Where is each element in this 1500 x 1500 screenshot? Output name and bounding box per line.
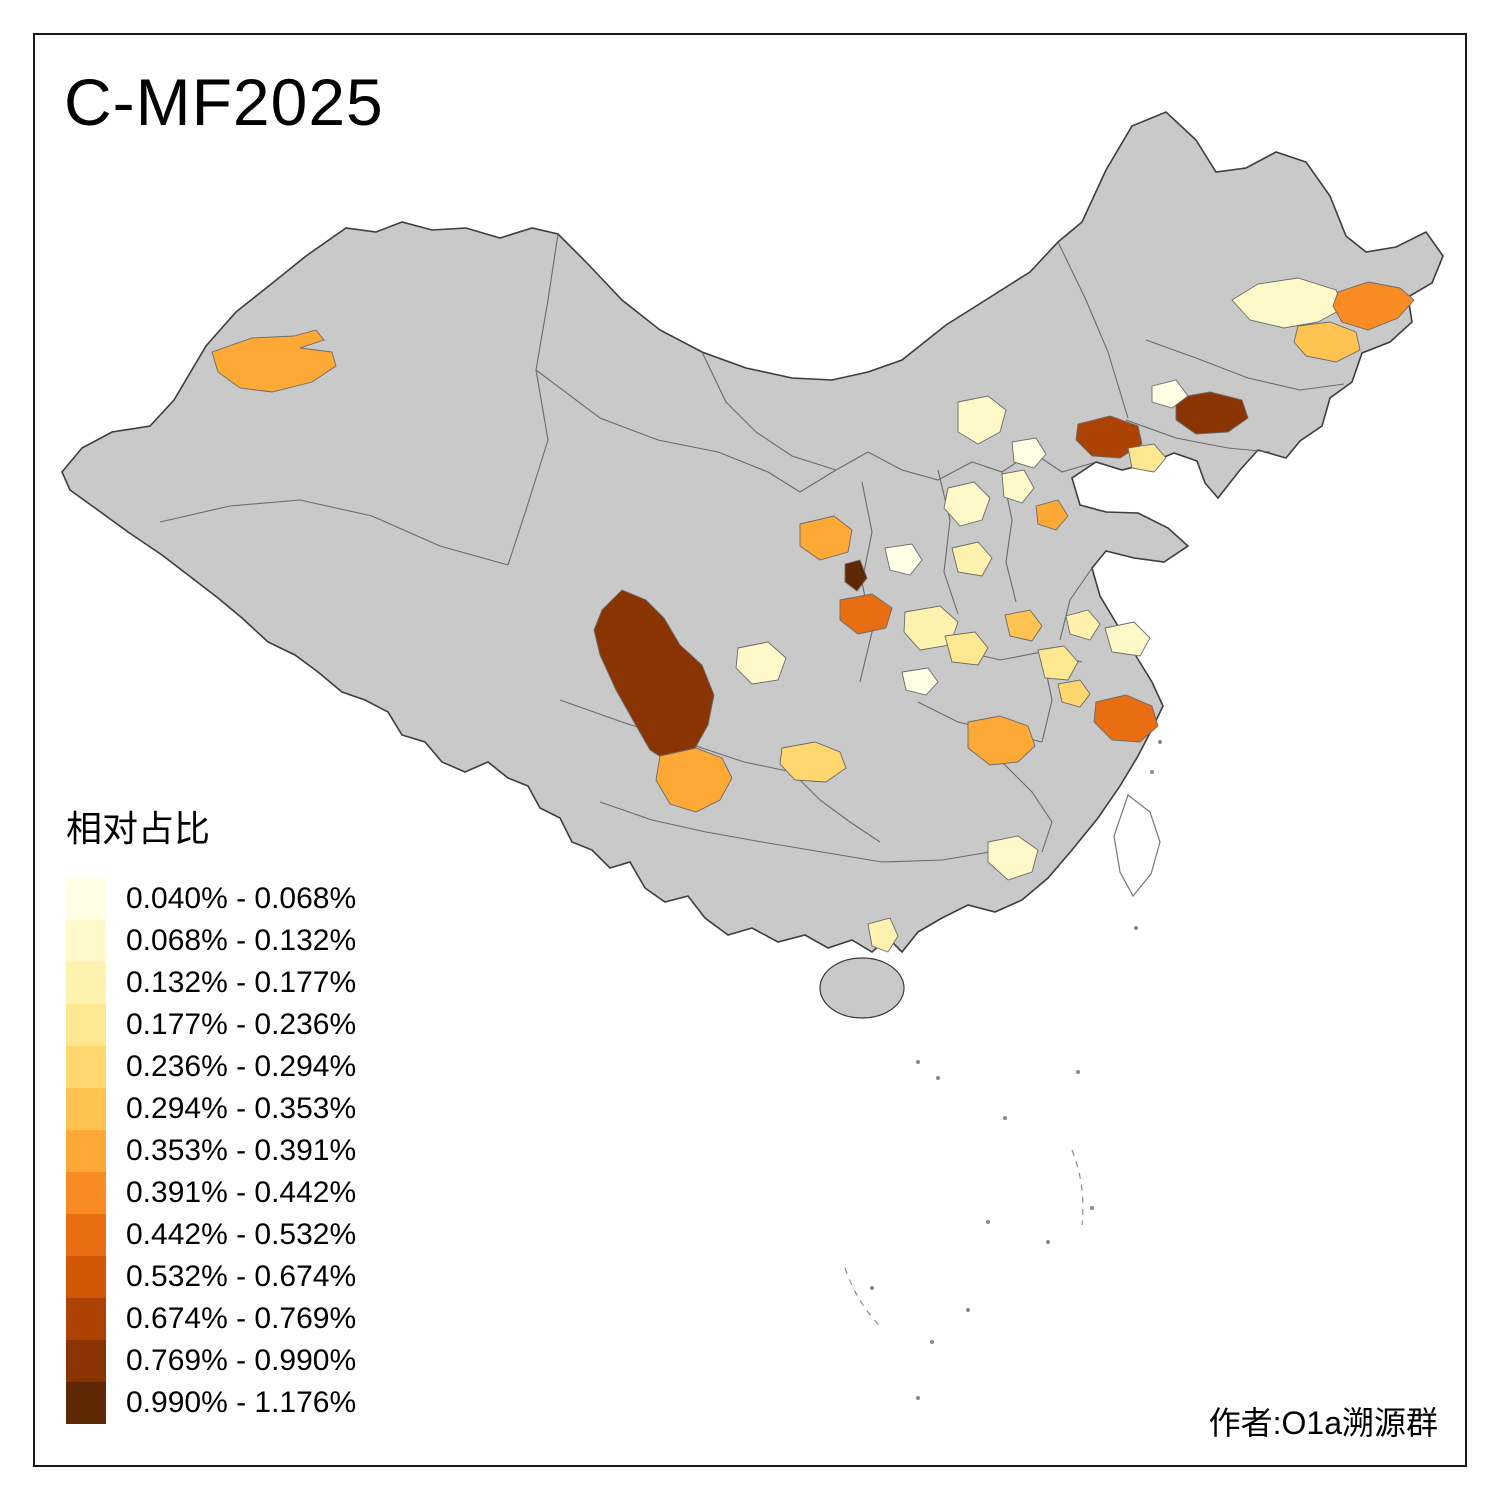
legend-swatch — [66, 1130, 106, 1172]
region-guangdong-north — [987, 835, 1039, 881]
plot-frame-border — [33, 33, 1467, 1467]
region-hebei-mid — [1001, 469, 1035, 504]
legend-rows: 0.040% - 0.068% 0.068% - 0.132% 0.132% -… — [66, 878, 486, 1424]
legend-title: 相对占比 — [66, 808, 211, 849]
region-tianjin — [1035, 499, 1069, 531]
legend-row: 0.990% - 1.176% — [66, 1382, 486, 1424]
legend-label: 0.040% - 0.068% — [126, 882, 357, 915]
region-zhejiang-west — [1093, 694, 1159, 743]
legend-swatch — [66, 1004, 106, 1046]
legend-row: 0.769% - 0.990% — [66, 1340, 486, 1382]
legend-swatch — [66, 1340, 106, 1382]
legend-label: 0.990% - 1.176% — [126, 1386, 357, 1419]
legend-label: 0.532% - 0.674% — [126, 1260, 357, 1293]
legend-swatch — [66, 920, 106, 962]
region-tiny-darkest — [844, 559, 868, 592]
region-jiangsu — [1104, 621, 1151, 657]
attribution: 作者:O1a溯源群 — [1208, 1405, 1438, 1441]
region-sichuan-west — [593, 589, 715, 765]
legend-swatch — [66, 1046, 106, 1088]
region-shanxi-north — [943, 481, 991, 527]
taiwan-outline — [1113, 794, 1161, 898]
legend-row: 0.353% - 0.391% — [66, 1130, 486, 1172]
region-xinjiang-west — [211, 329, 337, 393]
region-henan-mid — [944, 631, 989, 666]
legend: 相对占比 0.040% - 0.068% 0.068% - 0.132% 0.1… — [66, 800, 486, 1424]
region-hubei-nw — [901, 667, 939, 696]
legend-label: 0.294% - 0.353% — [126, 1092, 357, 1125]
legend-row: 0.132% - 0.177% — [66, 962, 486, 1004]
region-heilongjiang-east — [1332, 281, 1415, 331]
region-leizhou — [867, 917, 899, 953]
region-hunan — [967, 715, 1036, 766]
region-harbin — [1293, 321, 1361, 363]
region-jilin-dark — [1175, 391, 1249, 435]
legend-swatch — [66, 1298, 106, 1340]
legend-row: 0.391% - 0.442% — [66, 1172, 486, 1214]
region-anhui-mid — [1057, 679, 1091, 708]
legend-label: 0.068% - 0.132% — [126, 924, 357, 957]
legend-swatch — [66, 878, 106, 920]
legend-label: 0.353% - 0.391% — [126, 1134, 357, 1167]
region-shaanxi-mid — [839, 593, 893, 635]
region-zhengzhou — [1004, 609, 1043, 642]
region-hebei-north — [957, 395, 1007, 445]
choropleth-regions — [211, 277, 1415, 953]
region-shanxi-south — [951, 541, 993, 577]
legend-row: 0.040% - 0.068% — [66, 878, 486, 920]
legend-label: 0.442% - 0.532% — [126, 1218, 357, 1251]
legend-label: 0.674% - 0.769% — [126, 1302, 357, 1335]
legend-swatch — [66, 1088, 106, 1130]
legend-row: 0.294% - 0.353% — [66, 1088, 486, 1130]
legend-row: 0.674% - 0.769% — [66, 1298, 486, 1340]
region-beijing — [1011, 437, 1047, 469]
region-jilin-pale — [1151, 379, 1189, 409]
region-huaibei — [1037, 645, 1079, 681]
legend-label: 0.132% - 0.177% — [126, 966, 357, 999]
legend-label: 0.769% - 0.990% — [126, 1344, 357, 1377]
legend-row: 0.236% - 0.294% — [66, 1046, 486, 1088]
legend-label: 0.391% - 0.442% — [126, 1176, 357, 1209]
region-chengdu-pale — [735, 641, 787, 685]
region-shanxi-sw-pale — [884, 543, 923, 576]
legend-row: 0.177% - 0.236% — [66, 1004, 486, 1046]
mainland-outline — [61, 111, 1444, 954]
legend-label: 0.236% - 0.294% — [126, 1050, 357, 1083]
region-liangshan — [655, 747, 733, 813]
south-sea-dashed-lines — [844, 1149, 1084, 1329]
south-sea-island-marks — [870, 740, 1162, 1400]
hainan-island — [819, 957, 905, 1019]
region-liaodong — [1127, 443, 1167, 473]
region-ningxia — [799, 515, 853, 561]
legend-swatch — [66, 1256, 106, 1298]
legend-swatch — [66, 1214, 106, 1256]
legend-label: 0.177% - 0.236% — [126, 1008, 357, 1041]
map-title: C-MF2025 — [64, 65, 384, 139]
legend-row: 0.532% - 0.674% — [66, 1256, 486, 1298]
legend-row: 0.442% - 0.532% — [66, 1214, 486, 1256]
legend-row: 0.068% - 0.132% — [66, 920, 486, 962]
legend-swatch — [66, 962, 106, 1004]
legend-swatch — [66, 1382, 106, 1424]
region-zigong — [779, 741, 847, 783]
legend-swatch — [66, 1172, 106, 1214]
region-anhui-north — [1065, 609, 1101, 641]
